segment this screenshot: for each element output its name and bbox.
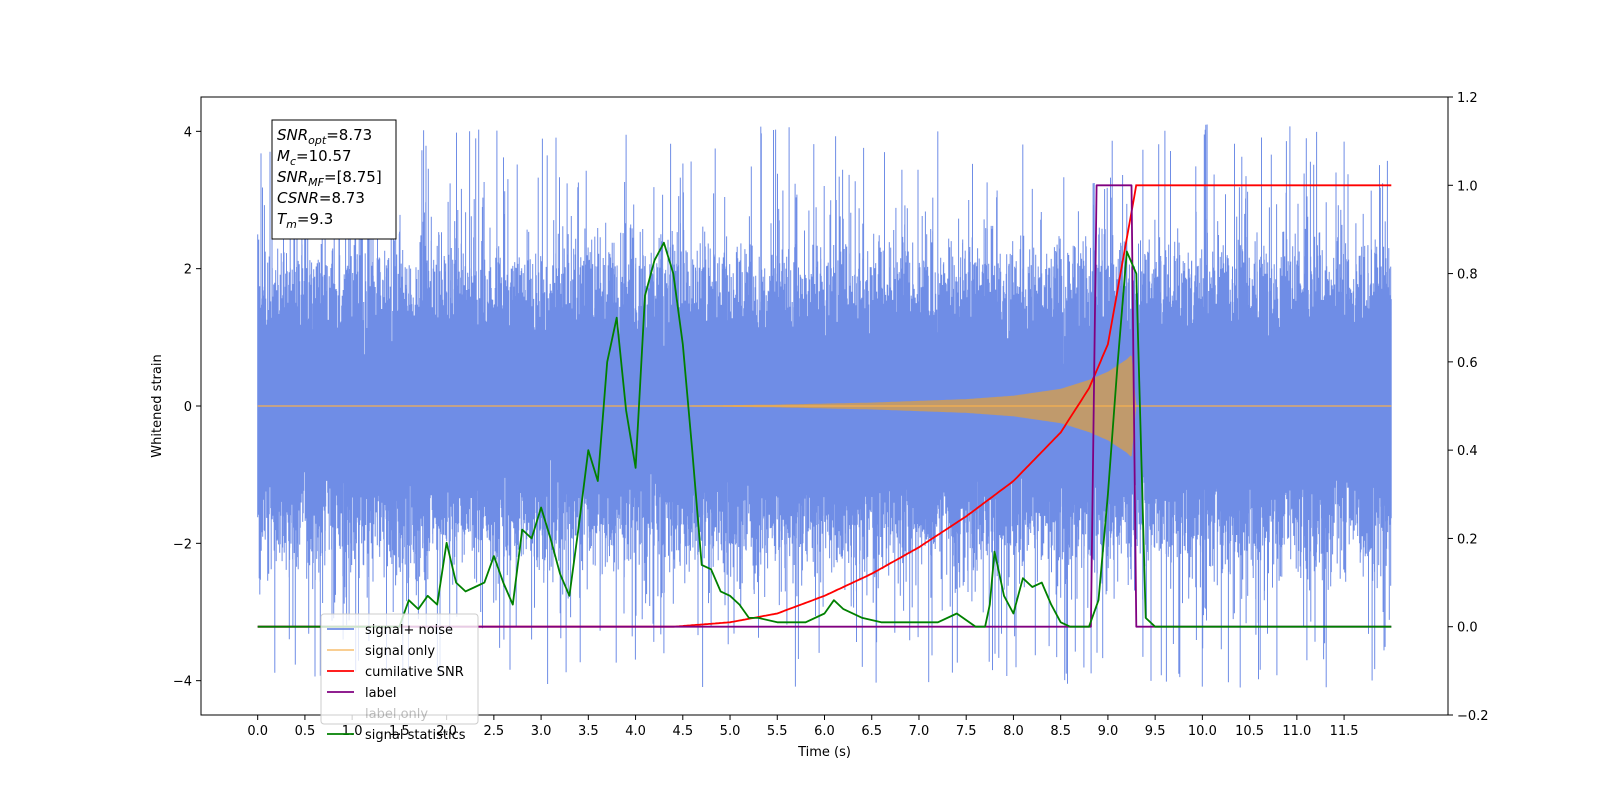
x-tick-label: 8.0 (1003, 724, 1024, 739)
annotation-box: SNRopt=8.73Mc=10.57SNRMF=[8.75]CSNR=8.73… (271, 119, 397, 240)
y-right-tick-label: 1.0 (1457, 179, 1478, 194)
x-tick-label: 0.0 (247, 724, 268, 739)
legend: signal+ noise signal only cumilative SNR la… (320, 613, 479, 743)
y-left-tick-label: 4 (184, 125, 192, 140)
y-right-tick-label: 0.4 (1457, 444, 1478, 459)
legend-entry: label (365, 686, 396, 701)
x-tick-label: 2.0 (436, 724, 457, 739)
x-tick-label: 11.0 (1282, 724, 1311, 739)
legend-entry: signal statistics (365, 728, 466, 743)
y-left-tick-label: −4 (173, 675, 192, 690)
x-tick-label: 4.5 (672, 724, 693, 739)
series-signal-statistics (257, 241, 1392, 628)
x-tick-label: 11.5 (1330, 724, 1359, 739)
x-tick-label: 2.5 (484, 724, 505, 739)
y-left-axis-label: Whitened strain (150, 354, 165, 457)
legend-frame (320, 613, 479, 725)
x-tick-label: 1.0 (342, 724, 363, 739)
x-tick-label: 3.0 (531, 724, 552, 739)
y-right-tick-label: 0.0 (1457, 621, 1478, 636)
annotation-frame (271, 119, 397, 240)
x-tick-label: 3.5 (578, 724, 599, 739)
legend-entry: signal+ noise (365, 623, 453, 638)
y-right-tick-label: 0.8 (1457, 268, 1478, 283)
annotation-line: CSNR=8.73 (277, 189, 365, 207)
legend-entry: label only (365, 707, 428, 722)
x-tick-label: 6.5 (861, 724, 882, 739)
x-tick-label: 10.5 (1235, 724, 1264, 739)
axes: 0.0 0.5 1.0 1.5 2.0 2.5 3.0 3.5 4.0 4.5 5.0 5.5 6.0 6… (150, 91, 1489, 760)
x-tick-label: 7.0 (909, 724, 930, 739)
annotation-line: Mc=10.57 (277, 147, 352, 168)
plot-area (257, 124, 1392, 688)
annotation-line: Tm=9.3 (277, 210, 333, 231)
x-tick-label: 7.5 (956, 724, 977, 739)
annotation-line: SNRMF=[8.75] (277, 168, 382, 189)
x-tick-label: 9.5 (1145, 724, 1166, 739)
y-right-tick-label: 1.2 (1457, 91, 1478, 106)
x-tick-label: 0.5 (295, 724, 316, 739)
legend-entry: cumilative SNR (365, 665, 464, 680)
x-tick-label: 9.0 (1098, 724, 1119, 739)
x-tick-label: 6.0 (814, 724, 835, 739)
annotation-line: SNRopt=8.73 (277, 126, 372, 147)
x-tick-label: 1.5 (389, 724, 410, 739)
x-tick-label: 4.0 (625, 724, 646, 739)
y-left-tick-label: −2 (173, 537, 192, 552)
x-tick-label: 8.5 (1050, 724, 1071, 739)
y-right-tick-label: −0.2 (1457, 709, 1489, 724)
x-axis-label: Time (s) (797, 745, 851, 760)
legend-entry: signal only (365, 644, 435, 659)
y-left-tick-label: 0 (184, 400, 192, 415)
y-right-tick-label: 0.6 (1457, 356, 1478, 371)
y-left-tick-label: 2 (184, 263, 192, 278)
y-right-tick-label: 0.2 (1457, 532, 1478, 547)
x-tick-label: 5.0 (720, 724, 741, 739)
x-tick-label: 10.0 (1188, 724, 1217, 739)
x-tick-label: 5.5 (767, 724, 788, 739)
